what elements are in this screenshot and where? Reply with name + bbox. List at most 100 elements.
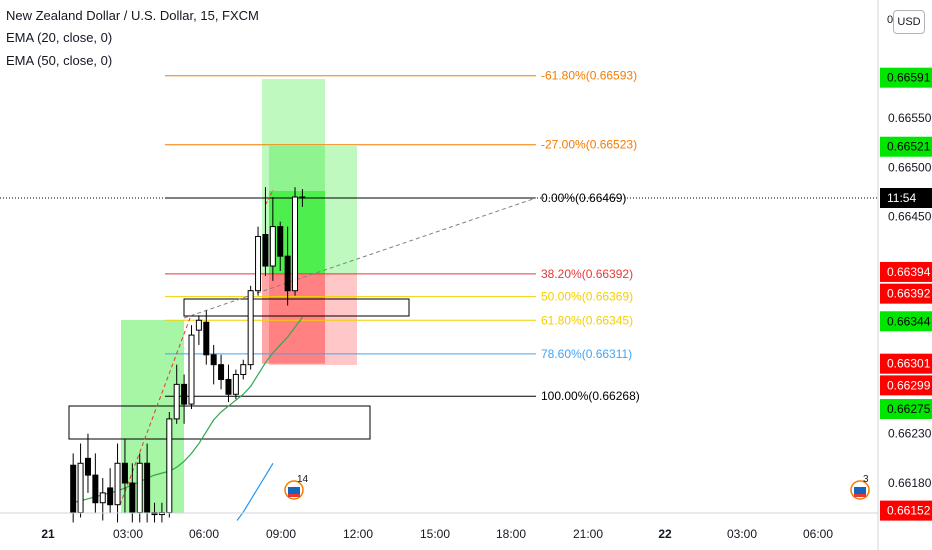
fib-label: 50.00%(0.66369) bbox=[541, 290, 633, 304]
candle bbox=[240, 359, 247, 380]
candle bbox=[195, 315, 202, 345]
price-tick-label: 0.66180 bbox=[888, 476, 932, 490]
price-tag-bg bbox=[880, 188, 932, 208]
price-tag-bg bbox=[880, 311, 932, 332]
candle bbox=[166, 411, 173, 518]
candle-body bbox=[262, 233, 269, 267]
candle bbox=[218, 354, 225, 390]
candle-body bbox=[195, 319, 202, 331]
support-box bbox=[68, 405, 371, 440]
price-tag-bg bbox=[880, 353, 932, 374]
symbol-legend[interactable]: New Zealand Dollar / U.S. Dollar, 15, FX… bbox=[6, 8, 259, 23]
candle bbox=[210, 344, 217, 385]
price-tick-label: 0.66550 bbox=[888, 111, 932, 125]
candle bbox=[121, 438, 128, 513]
candle-body bbox=[77, 462, 84, 514]
time-axis: 21 03:00 06:00 09:00 12:00 15:00 18:00 21:00 22 0… bbox=[41, 527, 833, 541]
price-tag-bg bbox=[880, 500, 932, 521]
time-tick-label: 06:00 bbox=[803, 527, 833, 541]
candle bbox=[114, 443, 121, 523]
candle bbox=[188, 325, 195, 410]
price-tag-label: 0.66392 bbox=[887, 287, 931, 301]
candle bbox=[299, 189, 306, 207]
candle-body bbox=[277, 226, 284, 257]
time-tick-label: 22 bbox=[658, 527, 672, 541]
ema50-line bbox=[236, 462, 274, 521]
price-tag: 0.66521 bbox=[880, 136, 932, 157]
fib-retracement: -61.80%(0.66593) -27.00%(0.66523) 0.00%(0.… bbox=[165, 69, 640, 403]
candle-body bbox=[107, 487, 114, 506]
price-tag: 0.66394 bbox=[880, 261, 932, 282]
candle-body bbox=[247, 290, 254, 366]
candle-body bbox=[188, 334, 195, 405]
candle-body bbox=[99, 492, 106, 504]
candle-body bbox=[166, 418, 173, 514]
price-tag-label: 0.66394 bbox=[887, 265, 931, 279]
event-marker[interactable]: 14 bbox=[284, 474, 309, 500]
candle bbox=[284, 226, 291, 306]
candle-body bbox=[129, 482, 136, 514]
currency-button[interactable]: USD bbox=[893, 10, 925, 34]
ema20-legend[interactable]: EMA (20, close, 0) bbox=[6, 30, 113, 45]
price-tag-bg bbox=[880, 261, 932, 282]
candle-body bbox=[225, 378, 232, 395]
candle-body bbox=[136, 462, 143, 514]
event-marker-count: 3 bbox=[863, 474, 869, 485]
trade-zones bbox=[121, 79, 357, 513]
flag-icon-body bbox=[854, 487, 866, 494]
price-tag-label: 0.66591 bbox=[887, 71, 931, 85]
price-tag-label: 0.66299 bbox=[887, 378, 931, 392]
candle-body bbox=[144, 462, 151, 514]
candle bbox=[107, 468, 114, 513]
price-tick-label: 0.66500 bbox=[888, 160, 932, 174]
candle bbox=[232, 369, 239, 400]
candle bbox=[181, 374, 188, 424]
candle bbox=[255, 226, 262, 296]
resistance-box bbox=[183, 298, 410, 317]
candle bbox=[292, 187, 299, 296]
candle bbox=[269, 197, 276, 281]
candle-body bbox=[255, 235, 262, 292]
time-tick-label: 09:00 bbox=[266, 527, 296, 541]
flag-icon-stripe bbox=[288, 494, 300, 497]
trend-line-red-2 bbox=[265, 189, 274, 205]
fib-label: 61.80%(0.66345) bbox=[541, 313, 633, 327]
event-marker-count: 14 bbox=[297, 474, 309, 485]
candle bbox=[277, 221, 284, 271]
event-marker[interactable]: 3 bbox=[850, 474, 870, 500]
trend-line-grey bbox=[183, 197, 537, 319]
price-tag-label: 0.66152 bbox=[887, 504, 931, 518]
candle bbox=[247, 285, 254, 370]
price-tag-label: 0.66344 bbox=[887, 314, 931, 328]
time-tick-label: 12:00 bbox=[343, 527, 373, 541]
price-tick-label: 0.66450 bbox=[888, 210, 932, 224]
candle-body bbox=[240, 364, 247, 376]
flag-icon-body bbox=[288, 487, 300, 494]
candle-body bbox=[70, 464, 77, 514]
profit-zone-1 bbox=[121, 320, 184, 513]
candle bbox=[203, 310, 210, 365]
candle-body bbox=[284, 255, 291, 292]
fib-label: 0.00%(0.66469) bbox=[541, 191, 626, 205]
ema50-legend[interactable]: EMA (50, close, 0) bbox=[6, 53, 113, 68]
price-tag: 0.66299 bbox=[880, 375, 932, 396]
time-tick-label: 18:00 bbox=[496, 527, 526, 541]
candle-body bbox=[114, 462, 121, 506]
price-tag-label: 0.66521 bbox=[887, 140, 931, 154]
candle-body bbox=[218, 364, 225, 380]
trend-line-red bbox=[119, 317, 191, 506]
price-axis-zero: 0 bbox=[887, 14, 894, 26]
price-tag: 0.66392 bbox=[880, 283, 932, 304]
time-tick-label: 21 bbox=[41, 527, 55, 541]
candle bbox=[173, 364, 180, 424]
price-tag-label: 0.66301 bbox=[887, 357, 931, 371]
candle-body bbox=[203, 321, 210, 356]
price-tag: 0.66591 bbox=[880, 67, 932, 88]
candle-body bbox=[92, 474, 99, 504]
flag-icon-stripe bbox=[854, 494, 866, 497]
price-tag: 0.66275 bbox=[880, 399, 932, 420]
fib-label: 38.20%(0.66392) bbox=[541, 267, 633, 281]
time-tick-label: 03:00 bbox=[727, 527, 757, 541]
candle bbox=[225, 364, 232, 403]
